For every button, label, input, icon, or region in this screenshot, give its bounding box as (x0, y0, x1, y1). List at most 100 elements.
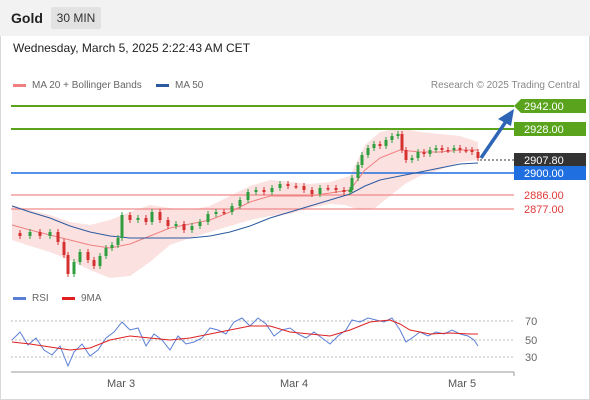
candle-body (396, 134, 400, 136)
candle-body (86, 252, 90, 260)
candle-body (38, 232, 42, 236)
chart-datetime: Wednesday, March 5, 2025 2:22:43 AM CET (13, 41, 251, 55)
candle-body (136, 218, 140, 220)
rsi-swatch (13, 296, 26, 300)
target2-tag: 2942.00 (514, 99, 586, 113)
forecast-arrowhead (498, 109, 514, 126)
candle-body (286, 184, 290, 186)
candle-body (270, 188, 274, 192)
candle-body (150, 212, 154, 222)
candle-body (334, 188, 338, 190)
candle-body (214, 212, 218, 214)
ma50-legend: MA 50 (156, 80, 203, 91)
ma20-legend-label: MA 20 + Bollinger Bands (32, 80, 142, 91)
candle-body (18, 233, 22, 236)
candle-body (342, 190, 346, 192)
target2-label: 2942.00 (524, 101, 564, 113)
candle-body (410, 158, 414, 160)
candle-body (78, 252, 82, 262)
candle-body (384, 140, 388, 146)
candle-body (294, 186, 298, 188)
candle-body (206, 214, 210, 222)
candle-body (428, 150, 432, 154)
candle-body (302, 186, 306, 190)
target1-label: 2928.00 (524, 124, 564, 136)
candle-body (350, 178, 354, 190)
candle-body (360, 155, 364, 165)
rsi-legend-label: RSI (32, 293, 49, 304)
candle-body (190, 226, 194, 230)
candle-body (198, 222, 202, 226)
candle-body (446, 150, 450, 152)
instrument-title: Gold (11, 10, 43, 26)
candle-body (230, 206, 234, 212)
candle-body (378, 144, 382, 146)
candle-body (470, 150, 474, 152)
x-tick-mar5: Mar 5 (448, 378, 476, 390)
candle-body (348, 190, 352, 192)
rsi-axis-70: 70 (525, 316, 537, 328)
candle-body (182, 224, 186, 230)
candle-body (464, 150, 468, 152)
ma50-swatch (156, 83, 169, 87)
candle-body (72, 262, 76, 274)
candle-body (422, 152, 426, 154)
candle-body (476, 152, 480, 158)
candle-body (452, 148, 456, 150)
research-credit: Research © 2025 Trading Central (430, 80, 580, 91)
rsi-axis-50: 50 (525, 335, 537, 347)
candle-body (166, 220, 170, 226)
ma20-swatch (13, 83, 26, 87)
candle-body (434, 148, 438, 150)
pivot-tag: 2900.00 (514, 166, 586, 180)
x-tick-mar3: Mar 3 (107, 378, 135, 390)
rsi-axis-30: 30 (525, 352, 537, 364)
current-price-label: 2907.80 (524, 155, 564, 167)
ma50-line (11, 162, 479, 239)
candle-body (390, 136, 394, 140)
candle-body (28, 232, 32, 236)
pivot-label: 2900.00 (524, 168, 564, 180)
candle-body (222, 212, 226, 214)
rsi-ma-line (11, 319, 478, 351)
candle-body (246, 192, 250, 200)
candle-body (62, 242, 66, 255)
support2-label: 2877.00 (524, 204, 564, 216)
candle-body (92, 260, 96, 266)
target1-tag: 2928.00 (514, 122, 586, 136)
candle-body (174, 224, 178, 226)
timeframe-button[interactable]: 30 MIN (51, 7, 101, 29)
ma20-legend: MA 20 + Bollinger Bands (13, 80, 142, 91)
forecast-arrow (479, 119, 509, 159)
candle-body (278, 184, 282, 188)
support1-label: 2886.00 (524, 190, 564, 202)
candle-body (158, 212, 162, 220)
candle-body (318, 188, 322, 194)
candle-body (310, 190, 314, 194)
rsi-legend: RSI (13, 293, 49, 304)
candle-body (440, 148, 444, 150)
candle-body (400, 134, 404, 150)
candle-body (110, 245, 114, 248)
candle-body (262, 190, 266, 192)
candle-body (104, 248, 108, 256)
candle-body (128, 215, 132, 220)
candle-body (98, 256, 102, 266)
candle-body (56, 232, 60, 242)
ma20-line (11, 149, 478, 249)
candle-body (366, 148, 370, 155)
candle-body (238, 200, 242, 206)
candle-body (326, 188, 330, 190)
rsi-ma-legend: 9MA (62, 293, 102, 304)
candle-body (356, 165, 360, 178)
candle-body (144, 218, 148, 222)
current-price-tag: 2907.80 (514, 153, 586, 167)
candlestick-series (18, 131, 480, 277)
candle-body (66, 255, 70, 274)
candle-body (372, 144, 376, 148)
rsi-ma-swatch (62, 296, 75, 300)
candle-body (120, 215, 124, 238)
candle-body (458, 148, 462, 150)
candle-body (404, 150, 408, 160)
